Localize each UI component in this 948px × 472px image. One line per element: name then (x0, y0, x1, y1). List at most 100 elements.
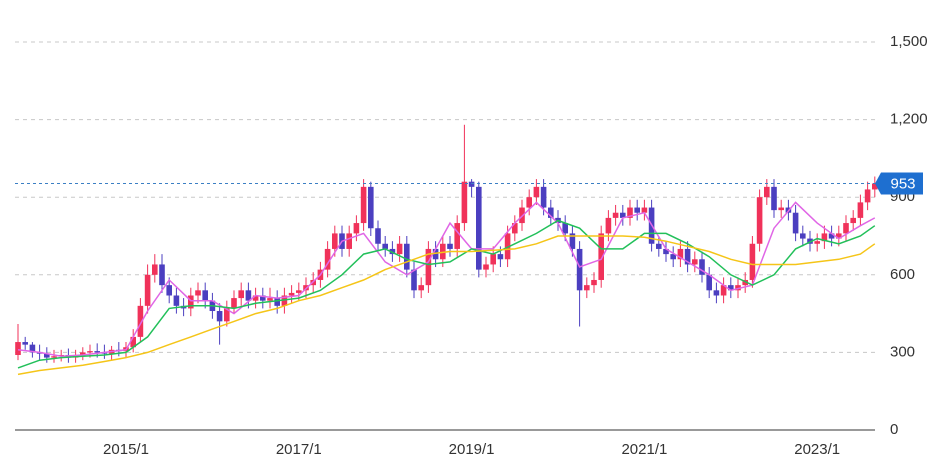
candle-body (814, 241, 820, 244)
candle-body (461, 181, 468, 224)
candle-body (267, 298, 273, 301)
candle-body (447, 243, 453, 249)
candle-body (497, 254, 504, 260)
candle-body (843, 223, 849, 234)
moving-average-line (17, 219, 876, 369)
candle-body (51, 356, 57, 358)
candle-body (742, 279, 748, 286)
candle-body (706, 274, 712, 291)
y-tick-label: 300 (890, 343, 915, 360)
candle-body (346, 233, 352, 249)
candle-body (641, 207, 648, 213)
candle-body (857, 202, 864, 218)
candle-body (663, 248, 669, 255)
candle-body (800, 233, 806, 239)
candle-body (620, 212, 626, 218)
candle-body (548, 207, 554, 218)
candle-body (389, 248, 396, 255)
candle-body (411, 269, 417, 291)
candle-body (454, 223, 460, 249)
candle-body (634, 207, 640, 213)
candle-body (144, 274, 151, 306)
candle-body (22, 342, 28, 345)
candle-body (87, 351, 93, 353)
candle-body (605, 217, 612, 234)
candle-body (699, 259, 705, 275)
x-tick-label: 2021/1 (621, 441, 667, 458)
candle-body (202, 290, 208, 301)
candle-body (281, 295, 288, 306)
candle-body (735, 285, 741, 291)
candle-body (692, 259, 698, 265)
candle-body (720, 285, 727, 296)
candle-body (224, 308, 230, 322)
candle-body (591, 279, 597, 286)
candle-body (684, 248, 691, 265)
candle-body (569, 233, 576, 249)
candle-body (418, 285, 424, 291)
candle-body (432, 248, 439, 260)
candle-body (440, 243, 446, 260)
y-tick-label: 600 (890, 266, 915, 283)
candle-body (404, 243, 410, 270)
y-tick-label: 1,500 (890, 33, 928, 50)
candle-body (778, 207, 784, 211)
candle-body (584, 285, 590, 291)
candle-body (490, 254, 496, 265)
candle-body (872, 183, 878, 190)
candle-body (749, 243, 756, 280)
candle-body (821, 233, 828, 242)
candle-body (828, 233, 835, 239)
candle-body (468, 181, 475, 187)
candle-body (152, 264, 158, 275)
last-price-label: 953 (890, 175, 915, 192)
candle-body (771, 186, 777, 211)
candle-body (80, 352, 86, 355)
candle-body (173, 295, 180, 306)
candle-body (137, 305, 144, 337)
last-price-tag (875, 172, 923, 195)
candle-body (245, 290, 252, 301)
candle-body (670, 254, 676, 260)
candle-body (368, 186, 374, 229)
candle-body (836, 233, 842, 239)
candle-body (396, 243, 403, 255)
candle-body (476, 186, 482, 270)
candle-body (29, 344, 36, 353)
candle-body (728, 285, 734, 291)
candle-body (15, 342, 21, 355)
candle-body (238, 290, 244, 299)
candle-body (483, 264, 489, 270)
candle-body (166, 285, 172, 296)
candle-body (656, 243, 662, 249)
x-tick-label: 2019/1 (449, 441, 495, 458)
candle-body (677, 248, 684, 260)
candle-body (360, 186, 367, 224)
candle-body (353, 223, 360, 234)
candle-body (612, 212, 619, 218)
candle-body (504, 233, 511, 260)
candle-body (850, 217, 856, 224)
candle-body (44, 353, 50, 358)
moving-average-line (17, 235, 876, 376)
candle-body (512, 223, 518, 234)
candle-body (375, 228, 381, 244)
candle-body (764, 186, 770, 198)
candle-body (324, 248, 331, 270)
candle-body (296, 290, 302, 293)
candle-body (274, 298, 280, 306)
candle-body (540, 186, 547, 208)
candle-body (332, 233, 338, 249)
candle-body (159, 264, 165, 286)
x-tick-label: 2015/1 (103, 441, 149, 458)
candle-body (792, 212, 799, 234)
candle-body (188, 295, 194, 309)
candle-body (756, 197, 763, 244)
candle-body (288, 292, 295, 296)
candle-body (231, 298, 237, 309)
candle-body (562, 223, 568, 234)
candle-body (807, 238, 813, 244)
y-tick-label: 1,200 (890, 111, 928, 128)
y-tick-label: 0 (890, 421, 898, 438)
